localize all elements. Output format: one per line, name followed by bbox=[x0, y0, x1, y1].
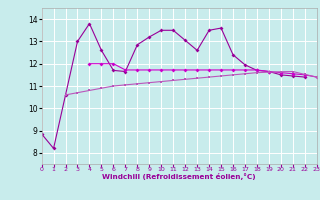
X-axis label: Windchill (Refroidissement éolien,°C): Windchill (Refroidissement éolien,°C) bbox=[102, 173, 256, 180]
